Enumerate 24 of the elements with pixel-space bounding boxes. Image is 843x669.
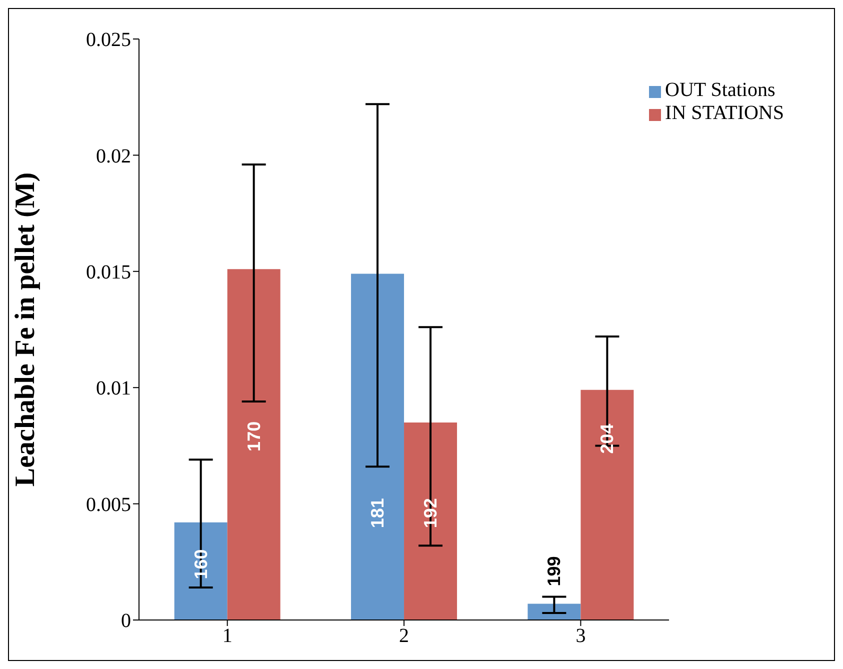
y-axis-title: Leachable Fe in pellet (M)	[10, 172, 41, 487]
bar	[580, 390, 634, 620]
y-tick-label: 0.025	[86, 29, 131, 52]
y-tick-label: 0	[121, 610, 131, 632]
bar	[174, 522, 228, 620]
bar	[528, 604, 581, 620]
annotation: 181	[368, 498, 388, 528]
annotation: 204	[597, 424, 618, 454]
annotation: 160	[190, 549, 211, 580]
x-tick-label: 2	[399, 625, 410, 648]
bar	[351, 274, 404, 620]
annotation: 170	[244, 421, 264, 452]
legend-label: IN STATIONS	[665, 102, 784, 124]
y-tick-label: 0.02	[96, 145, 131, 168]
x-tick-label: 3	[576, 625, 586, 648]
legend-label: OUT Stations	[665, 79, 776, 101]
bar	[404, 422, 458, 620]
x-tick-label: 1	[222, 625, 232, 648]
y-tick-label: 0.015	[86, 262, 131, 284]
bar	[227, 269, 280, 620]
annotation: 192	[420, 498, 441, 528]
annotation: 199	[544, 556, 564, 586]
y-tick-label: 0.005	[86, 494, 131, 516]
y-tick-label: 0.01	[96, 378, 131, 400]
